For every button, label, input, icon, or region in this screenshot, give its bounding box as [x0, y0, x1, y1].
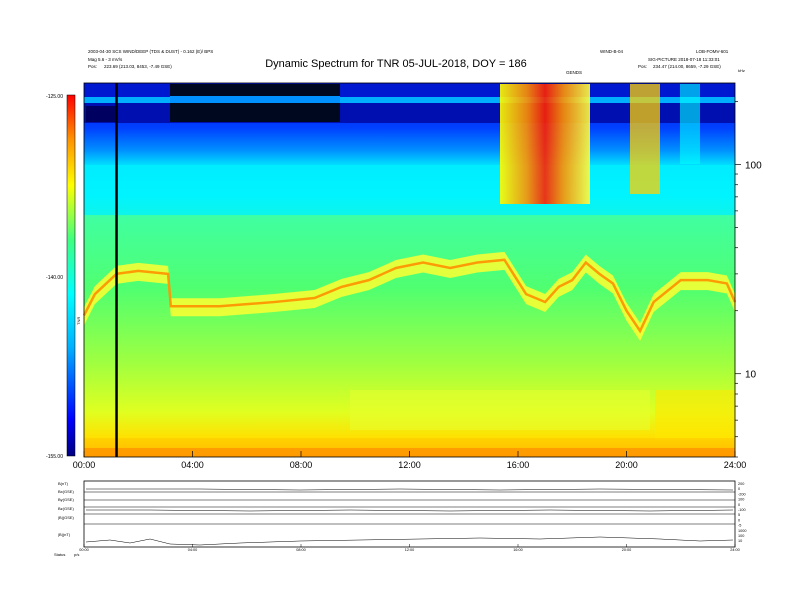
magnetometer-time-label: 00:00 [79, 548, 89, 552]
magnetometer-time-label: 20:00 [622, 548, 632, 552]
magnetometer-row-label: By(GSE) [58, 497, 74, 502]
magnetometer-time-label: 12:00 [405, 548, 415, 552]
magnetometer-scale-label: 100 [738, 498, 744, 502]
frequency-axis-label: 100 [745, 160, 762, 171]
emission-ridge-core [82, 258, 737, 334]
magnetometer-row-label: |B|(nT) [58, 532, 71, 537]
frequency-axis-label: 10 [745, 370, 757, 381]
magnetometer-scale-label: 0 [738, 503, 740, 507]
status-value: p/s [74, 552, 79, 557]
magnetometer-scale-label: -100 [738, 508, 746, 512]
time-axis-label: 00:00 [73, 460, 96, 470]
header-pos-label-right: Pos: [638, 64, 648, 69]
time-axis-label: 12:00 [398, 460, 421, 470]
magnetometer-row-label: Bz(GSE) [58, 506, 74, 511]
time-axis-label: 24:00 [724, 460, 747, 470]
magnetometer-trace [86, 488, 734, 491]
header-pos-value-left: 223.69 (213.03, 8453, -7.49 GSE) [104, 64, 172, 69]
status-label: Status [54, 552, 65, 557]
frequency-axis: kHz 100 10 [735, 68, 762, 458]
magnetometer-scale-label: 100 [738, 534, 744, 538]
magnetometer-trace [85, 536, 734, 546]
colorbar-label: TNR [76, 317, 81, 325]
header-info-line-2: Mag 5.6 - 3 mV/s [88, 57, 123, 62]
time-axis: 00:00 04:00 08:00 12:00 16:00 20:00 24:00 [73, 451, 747, 470]
magnetometer-scale-label: 5 [738, 513, 740, 517]
magnetometer-trace [86, 509, 734, 512]
time-axis-label: 16:00 [507, 460, 530, 470]
magnetometer-row-label: B(nT) [58, 481, 69, 486]
time-axis-label: 20:00 [615, 460, 638, 470]
magnetometer-scale-label: 10 [738, 539, 742, 543]
magnetometer-panel: B(nT) Bx(GSE) By(GSE) Bz(GSE) |B|(GSE) |B|(nT… [54, 480, 746, 557]
magnetometer-row-label: |B|(GSE) [58, 515, 75, 520]
header-pos-value-right: 234.47 (214.00, 8659, -7.29 GSE) [653, 64, 721, 69]
magnetometer-scale-label: 200 [738, 482, 744, 486]
magnetometer-row-label: Bx(GSE) [58, 489, 74, 494]
magnetometer-time-label: 08:00 [296, 548, 306, 552]
magnetometer-scale-label: 0 [738, 487, 740, 491]
spectrogram-plot [82, 82, 737, 458]
magnetometer-scale-label: 1000 [738, 529, 746, 533]
header-pos-label-left: Pos: [88, 64, 98, 69]
header-info-right-a: WIND-B-04 [600, 49, 624, 54]
time-axis-label: 08:00 [290, 460, 313, 470]
emission-ridge-band [84, 251, 735, 342]
colorbar-tick: -125.00 [46, 94, 63, 100]
colorbar [66, 94, 76, 457]
colorbar-tick: -155.00 [46, 454, 63, 460]
magnetometer-time-label: 04:00 [188, 548, 198, 552]
header-info-right-2: SIG-PICTURE 2018-07-18 11:33:01 [648, 57, 720, 62]
magnetometer-time-label: 16:00 [513, 548, 523, 552]
magnetometer-scale-label: 0 [738, 518, 740, 522]
magnetometer-scale-label: -200 [738, 492, 746, 496]
frequency-axis-unit: kHz [738, 68, 745, 73]
time-axis-label: 04:00 [181, 460, 204, 470]
colorbar-tick: -140.00 [46, 275, 63, 281]
header-info-right-b: LOB-FOMV-601 [696, 49, 729, 54]
chart-title: Dynamic Spectrum for TNR 05-JUL-2018, DO… [265, 58, 527, 70]
header-info-line-1: 2003-04-30 SCS WIND/DEEP (TDS & DUST) - … [88, 49, 214, 54]
magnetometer-time-label: 24:00 [730, 548, 740, 552]
header-marker-label: GENDS [566, 70, 583, 75]
magnetometer-scale-label: -5 [738, 524, 741, 528]
